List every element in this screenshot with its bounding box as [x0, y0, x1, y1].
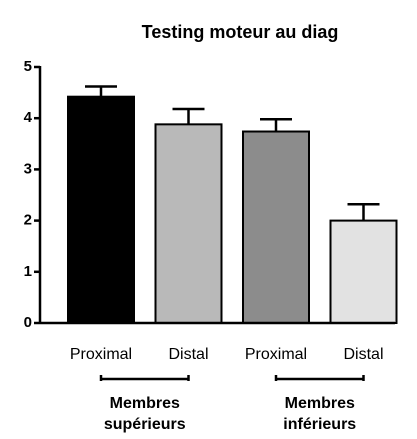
group-label: Membres: [110, 395, 180, 412]
x-tick-label: Distal: [168, 346, 208, 363]
y-tick-label: 3: [24, 160, 32, 177]
y-tick-label: 2: [24, 212, 32, 229]
bar: [242, 130, 310, 324]
group-label: inférieurs: [283, 416, 356, 433]
bar: [329, 219, 398, 325]
bar: [154, 123, 223, 325]
group-label: Membres: [285, 395, 355, 412]
x-tick-label: Distal: [343, 346, 383, 363]
y-tick-label: 0: [24, 314, 32, 331]
y-tick-label: 4: [24, 109, 33, 126]
x-tick-label: Proximal: [70, 346, 132, 363]
y-tick-label: 5: [24, 58, 32, 75]
chart-title: Testing moteur au diag: [142, 22, 339, 42]
x-tick-label: Proximal: [245, 346, 307, 363]
y-tick-label: 1: [24, 263, 32, 280]
group-label: supérieurs: [104, 416, 186, 433]
bar: [67, 95, 135, 324]
